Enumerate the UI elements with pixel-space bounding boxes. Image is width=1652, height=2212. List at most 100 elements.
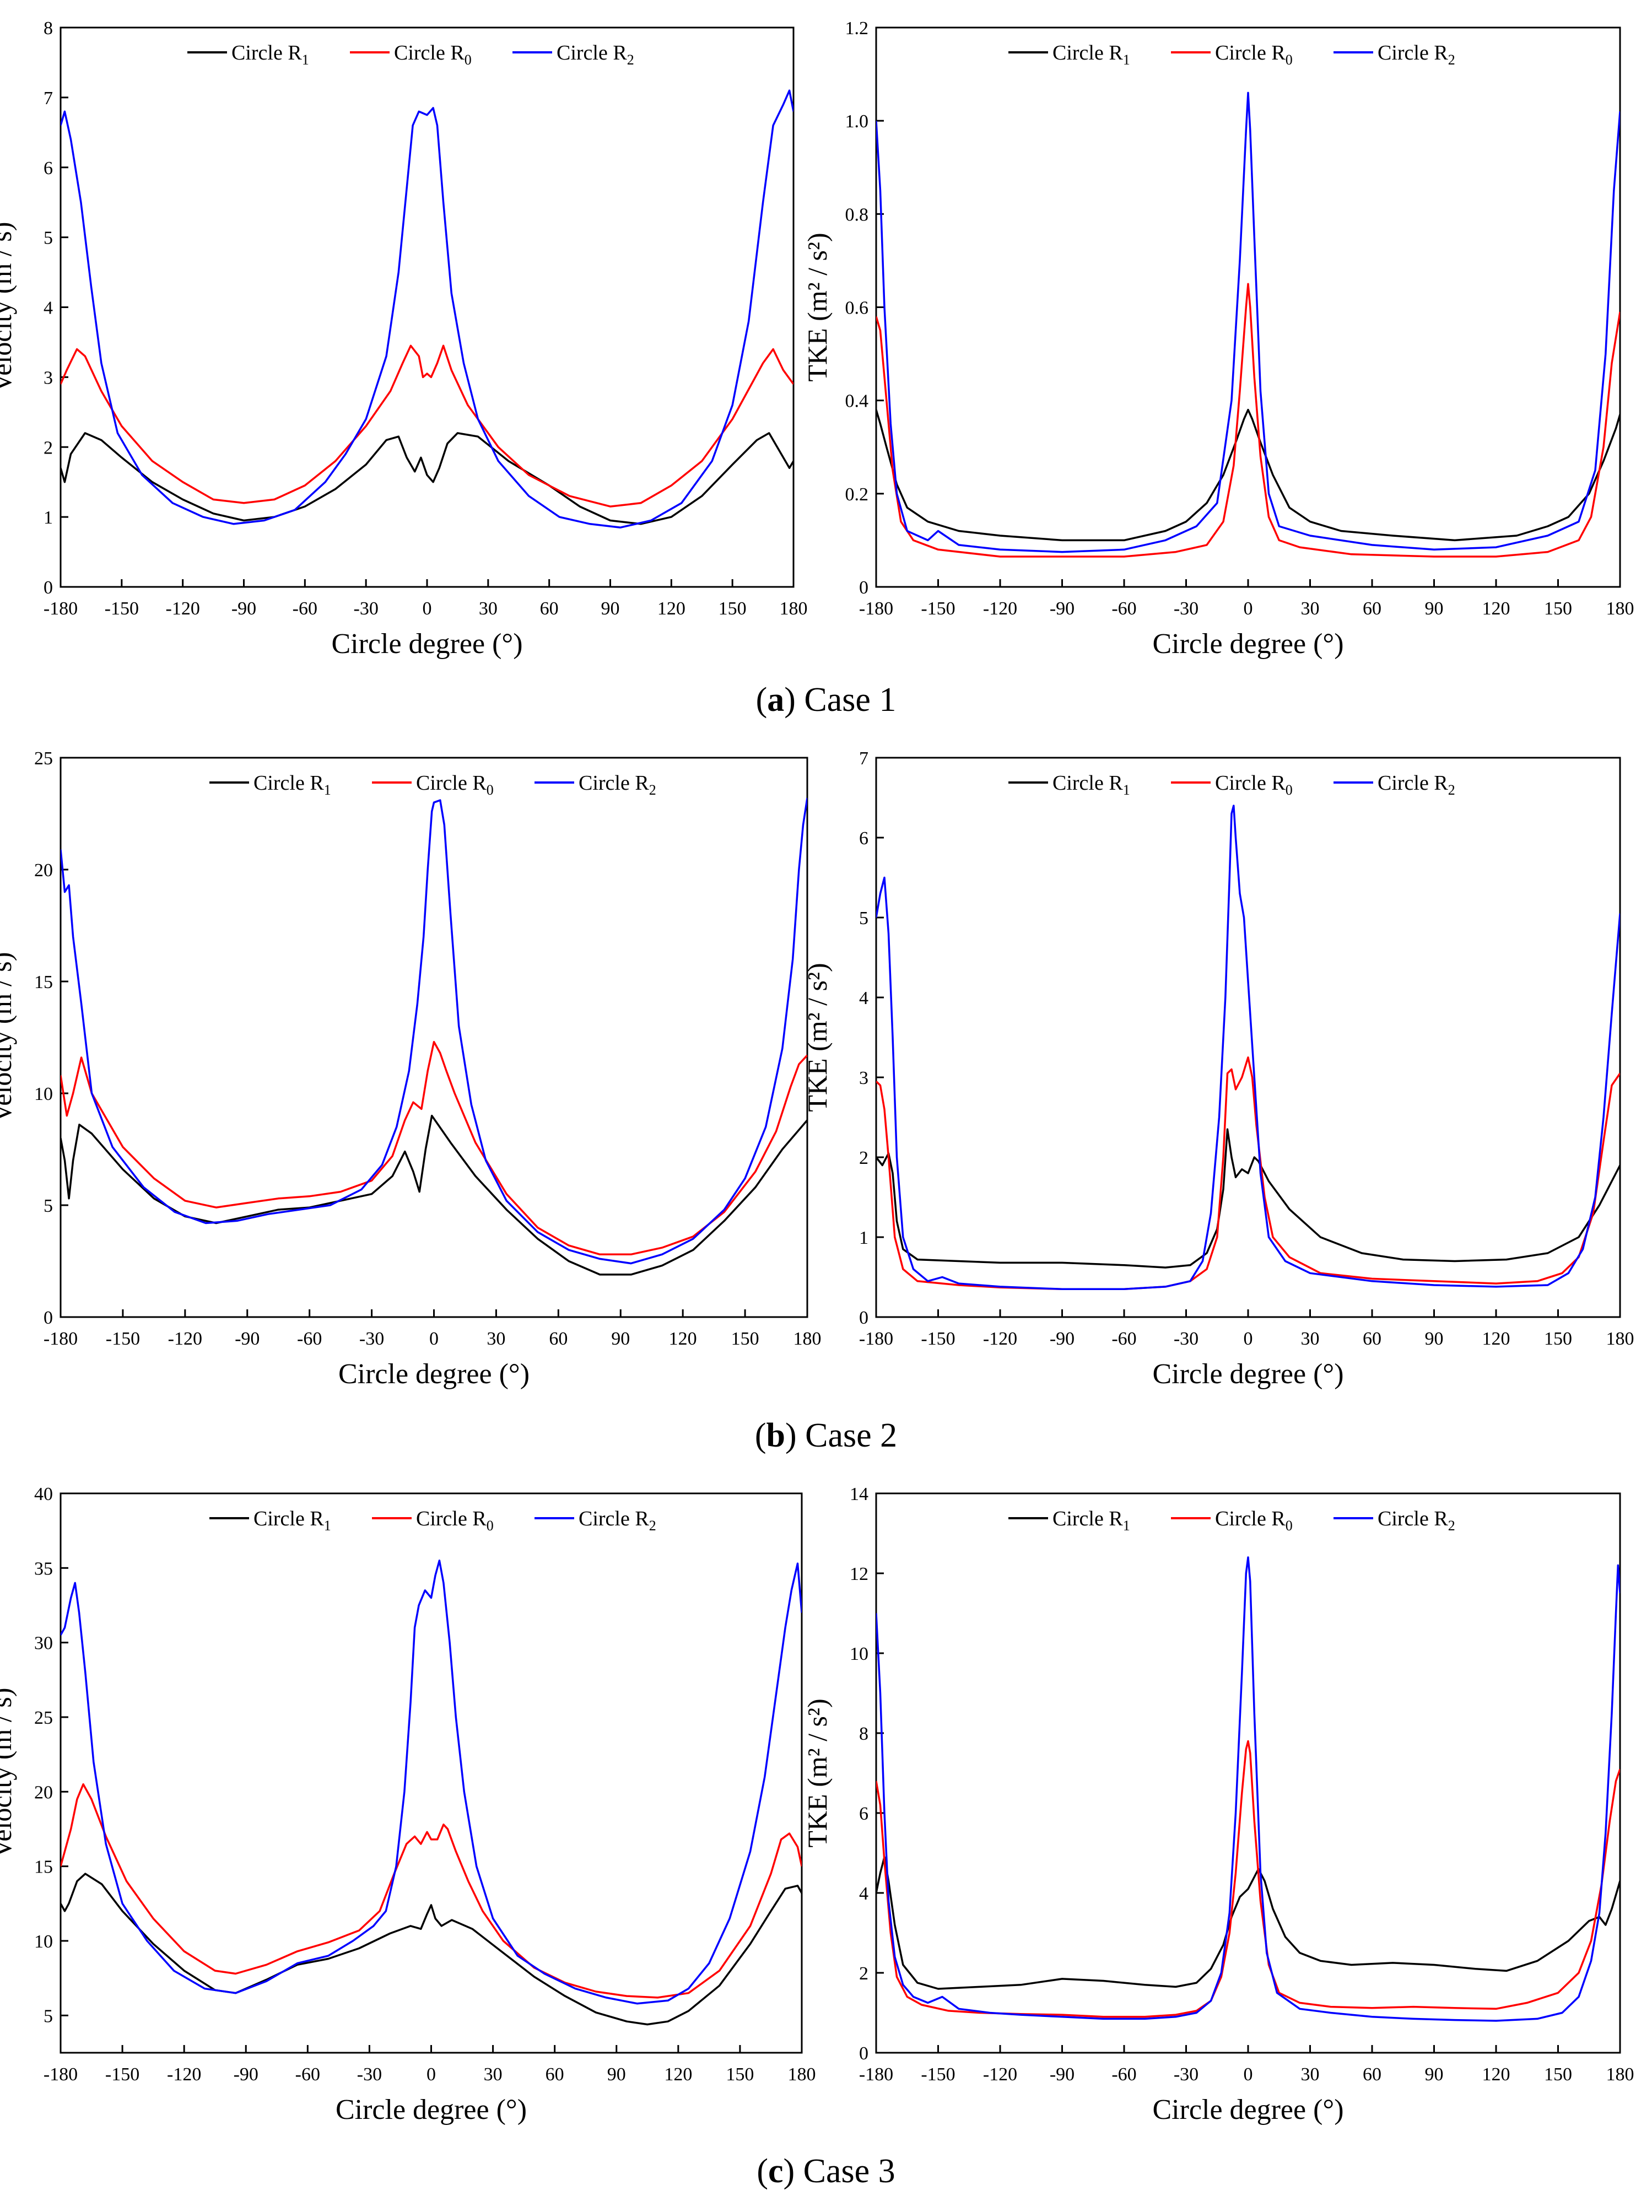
x-tick-label: 150 [1544,598,1572,619]
series-line-R1 [876,1128,1620,1269]
x-tick-label: -30 [1174,1329,1198,1349]
y-axis-label: Velocity (m / s) [0,952,17,1123]
y-tick-label: 0 [859,1308,868,1328]
x-tick-label: 0 [427,2064,436,2085]
x-tick-label: -120 [983,1329,1017,1349]
x-tick-label: 0 [1244,598,1253,619]
x-tick-label: -150 [921,1329,955,1349]
y-tick-label: 3 [859,1068,868,1088]
x-tick-label: -60 [295,2064,320,2085]
x-tick-label: 60 [540,598,559,619]
x-tick-label: 90 [1425,1329,1444,1349]
legend-label-R1: Circle R1 [1052,771,1130,798]
chart-case1-tke: -180 -150 -120 -90 -60 -30 0 30 60 90 120 150 180 0 0.… [802,18,1634,660]
y-tick-label: 15 [34,1857,53,1877]
legend-label-R0: Circle R0 [394,41,472,68]
x-tick-label: 60 [1363,1329,1381,1349]
legend-label-R1: Circle R1 [1052,41,1130,68]
x-tick-label: 150 [726,2064,754,2085]
y-tick-label: 2 [859,1148,868,1168]
y-tick-label: 2 [859,1963,868,1984]
x-tick-label: -150 [106,1329,140,1349]
chart-case3-tke: -180 -150 -120 -90 -60 -30 0 30 60 90 120 150 180 0 2 4… [802,1484,1634,2125]
chart-case2-velocity: -180 -150 -120 -90 -60 -30 0 30 60 90 120 150 180 0 5 1… [0,748,822,1390]
x-tick-label: -60 [1111,2064,1136,2085]
y-tick-label: 8 [44,18,53,39]
legend-label-R2: Circle R2 [1378,41,1455,68]
x-tick-label: -120 [166,598,200,619]
y-tick-label: 5 [44,228,53,249]
y-tick-label: 35 [34,1558,53,1579]
y-tick-label: 1 [44,508,53,528]
x-tick-label: -90 [1050,598,1075,619]
y-tick-label: 5 [859,908,868,929]
y-tick-label: 25 [34,748,53,769]
x-tick-label: -180 [44,2064,78,2085]
x-axis-label: Circle degree (°) [338,1358,530,1390]
legend-label-R2: Circle R2 [1378,771,1455,798]
x-tick-label: -30 [354,598,379,619]
legend-label-R2: Circle R2 [579,1507,656,1534]
x-tick-label: 150 [1544,1329,1572,1349]
x-tick-label: 30 [487,1329,505,1349]
x-tick-label: -90 [231,598,256,619]
x-tick-label: -30 [1174,598,1198,619]
x-tick-label: 30 [1301,1329,1320,1349]
x-tick-label: -30 [359,1329,384,1349]
y-tick-label: 1.2 [845,18,869,39]
x-tick-label: -180 [859,598,893,619]
y-tick-label: 0.6 [845,298,869,319]
x-tick-label: 30 [484,2064,503,2085]
legend: Circle R1 Circle R0 Circle R2 [187,41,634,68]
x-tick-label: 0 [1244,1329,1253,1349]
series-line-R1 [61,1873,802,2026]
x-tick-label: -120 [983,2064,1017,2085]
caption-case-2: (b) Case 2 [754,1417,898,1454]
x-tick-label: -60 [293,598,317,619]
y-tick-label: 10 [34,1084,53,1104]
x-tick-label: 120 [1482,1329,1510,1349]
y-tick-label: 5 [44,1196,53,1216]
x-axis-label: Circle degree (°) [336,2094,527,2125]
y-tick-label: 14 [850,1484,868,1504]
x-tick-label: 120 [1482,2064,1510,2085]
y-tick-label: 8 [859,1724,868,1744]
x-tick-label: 90 [1425,2064,1444,2085]
x-tick-label: -90 [235,1329,260,1349]
x-tick-label: 180 [1606,598,1634,619]
y-tick-label: 0.2 [845,484,869,505]
y-tick-label: 10 [850,1644,868,1664]
series-line-R0 [876,1056,1620,1291]
y-tick-label: 30 [34,1633,53,1654]
x-tick-label: 180 [780,598,808,619]
x-tick-label: 30 [1301,598,1320,619]
x-tick-label: 0 [429,1329,439,1349]
y-tick-label: 0 [859,578,868,598]
x-tick-label: -90 [1050,2064,1075,2085]
legend: Circle R1 Circle R0 Circle R2 [1008,1507,1455,1534]
legend-label-R0: Circle R0 [1215,1507,1293,1534]
y-tick-label: 20 [34,860,53,881]
series-line-R0 [876,1740,1620,2018]
x-tick-label: -150 [105,598,139,619]
legend: Circle R1 Circle R0 Circle R2 [209,771,656,798]
x-tick-label: 60 [1363,598,1381,619]
plot-frame [875,757,1621,1318]
x-tick-label: 90 [611,1329,630,1349]
series-line-R2 [61,1560,802,2005]
x-tick-label: -150 [921,2064,955,2085]
series-line-R1 [61,432,793,525]
x-tick-label: 30 [479,598,498,619]
x-tick-label: -60 [1111,1329,1136,1349]
y-tick-label: 4 [859,988,868,1008]
x-tick-label: 90 [607,2064,626,2085]
x-tick-label: -120 [167,2064,201,2085]
series-line-R2 [61,89,793,528]
plot-frame [60,26,795,588]
y-axis-label: TKE (m² / s²) [802,233,833,381]
y-tick-label: 1 [859,1228,868,1248]
legend-label-R2: Circle R2 [557,41,634,68]
y-tick-label: 1.0 [845,111,869,132]
y-tick-label: 6 [44,158,53,179]
